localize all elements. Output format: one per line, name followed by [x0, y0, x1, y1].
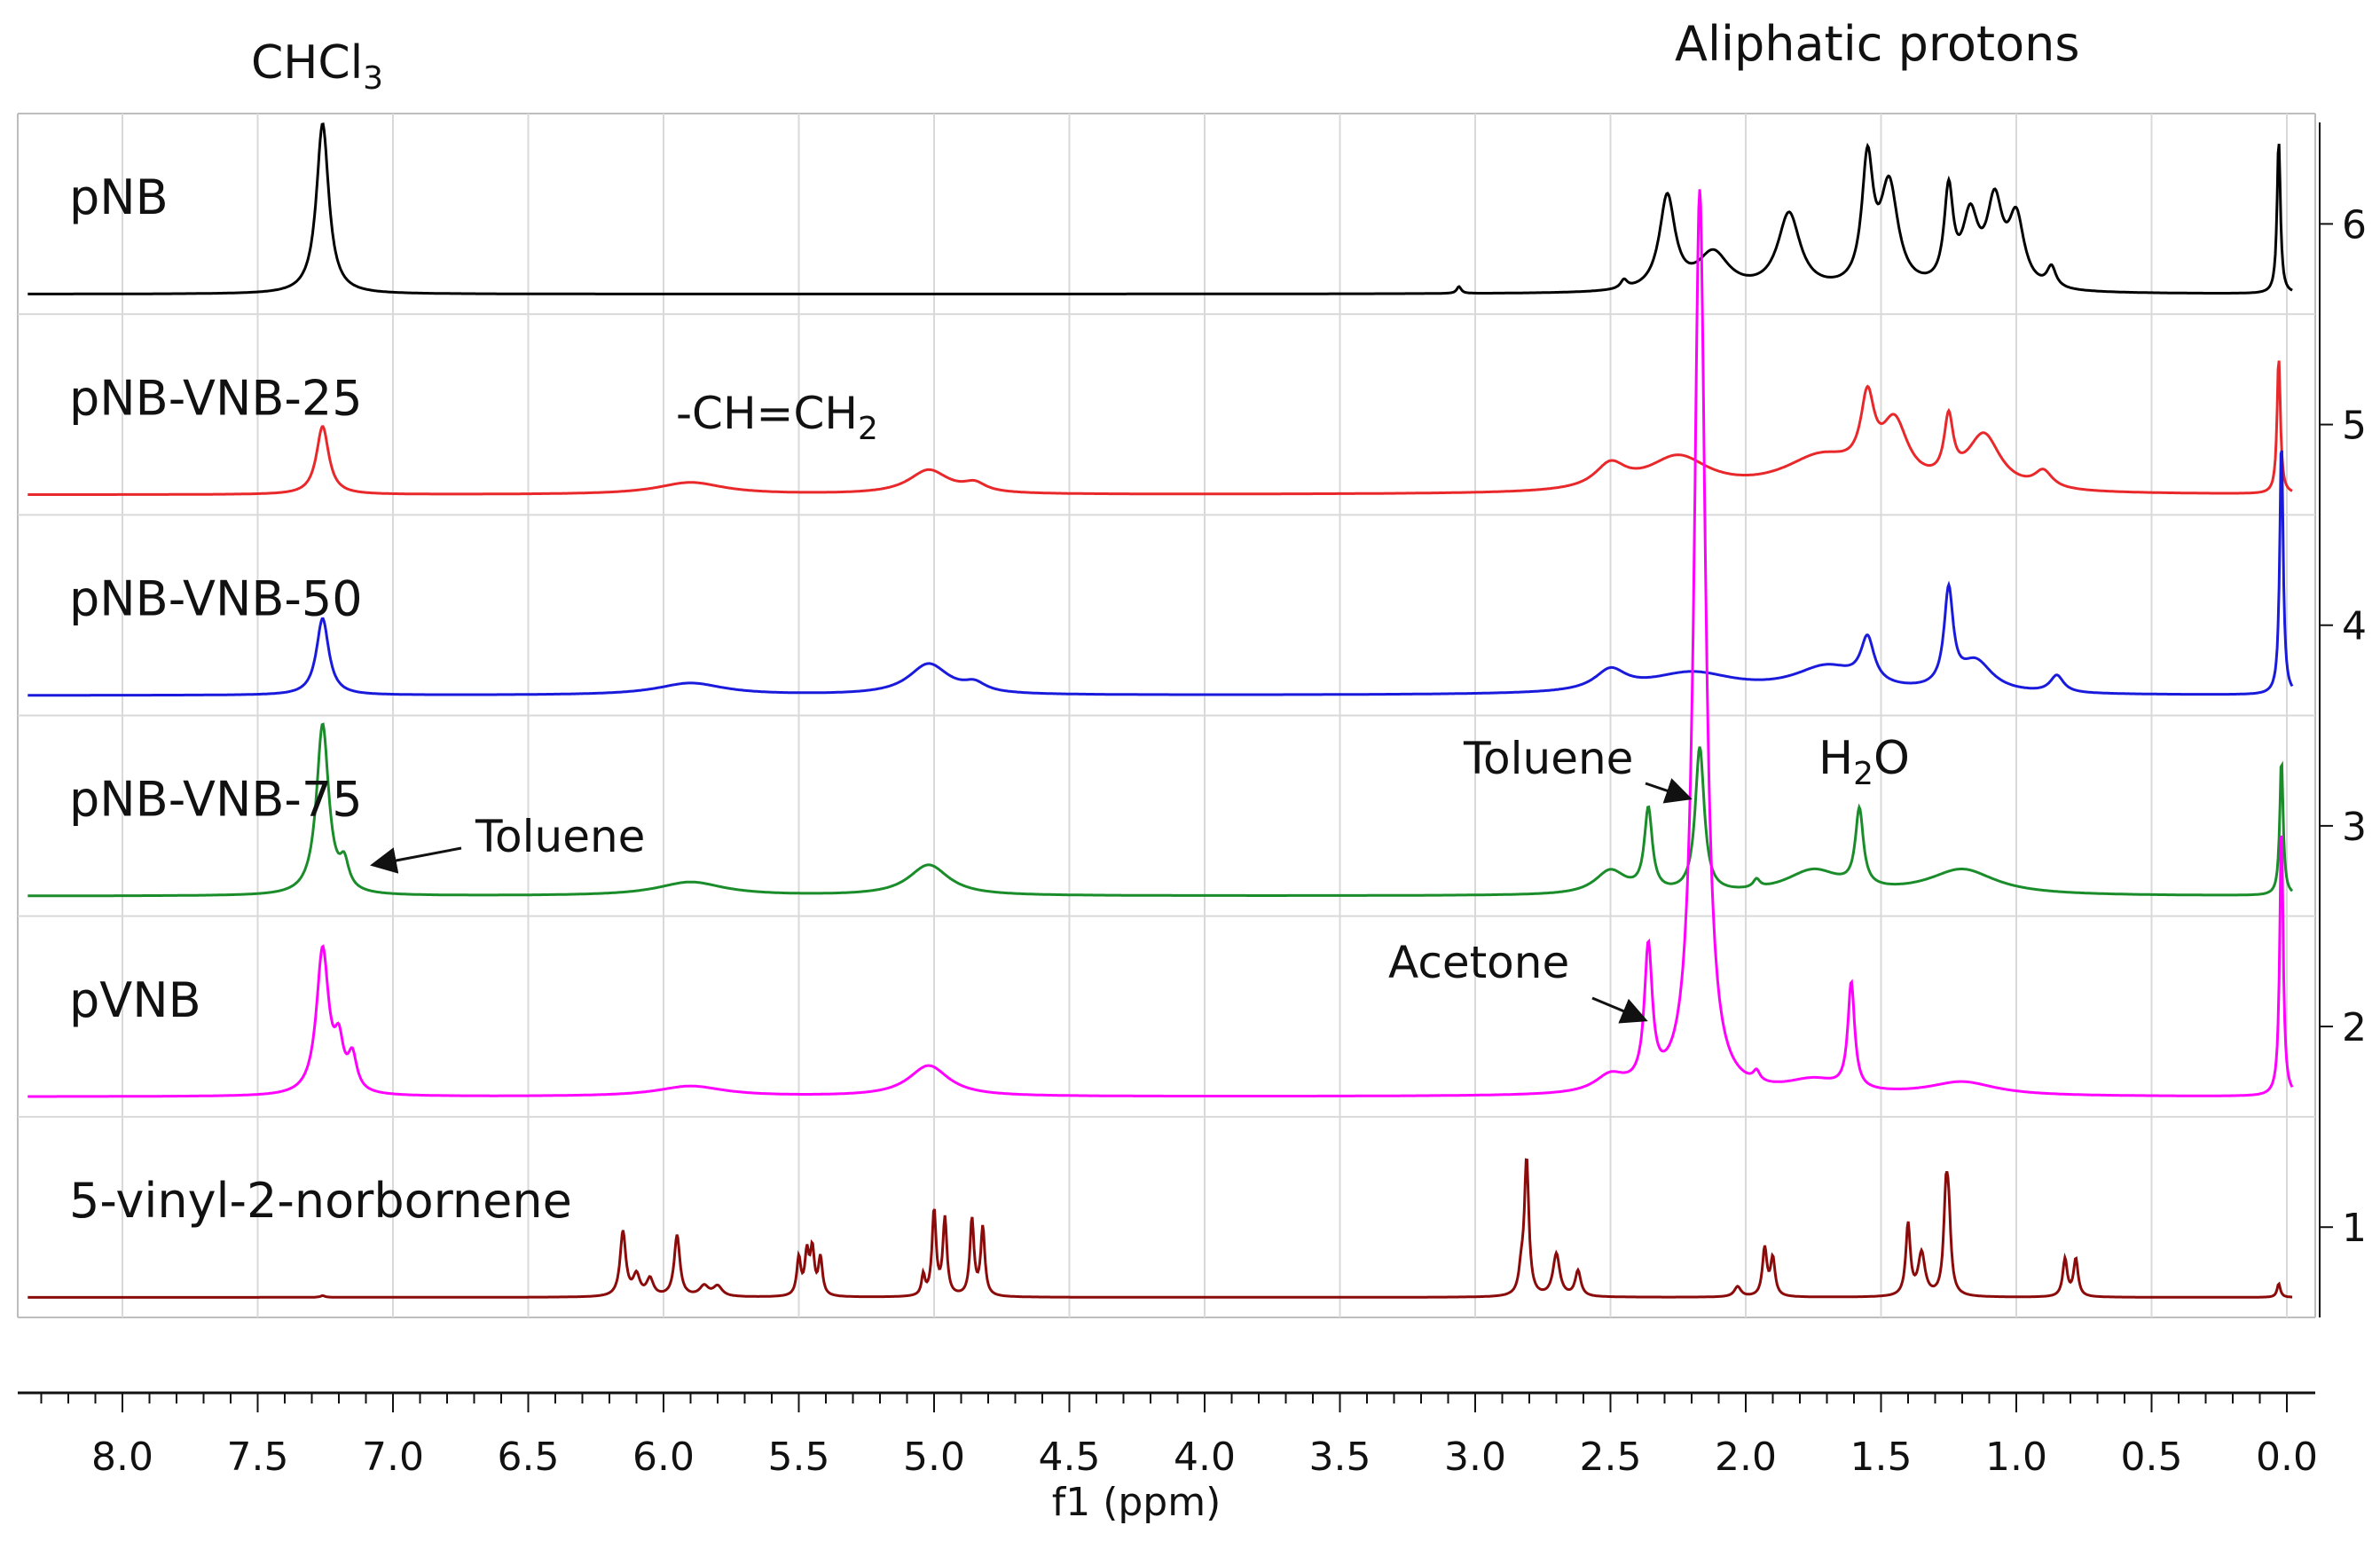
acetone-arrow: [1591, 996, 1648, 1024]
x-tick-label-15: 0.5: [2121, 1435, 2183, 1480]
series-label-3: pNB-VNB-75: [69, 772, 363, 828]
toluene-label-methyl: Toluene: [1463, 733, 1633, 784]
chcl3-label: CHCl3: [251, 36, 383, 97]
x-tick-label-3: 6.5: [498, 1435, 560, 1480]
x-tick-label-10: 3.0: [1444, 1435, 1506, 1480]
trace-pvnb: [27, 189, 2294, 1098]
series-label-5: pNB-VNB-25: [69, 370, 363, 426]
x-tick-label-5: 5.5: [768, 1435, 830, 1480]
series-label-6: pNB: [69, 169, 169, 225]
x-tick-label-8: 4.0: [1174, 1435, 1236, 1480]
x-tick-label-1: 7.5: [227, 1435, 289, 1480]
x-tick-label-6: 5.0: [903, 1435, 965, 1480]
right-tick-label-6: 6: [2342, 202, 2367, 248]
series-label-4: pNB-VNB-50: [69, 570, 363, 626]
right-tick-label-5: 5: [2342, 404, 2367, 449]
trace-pnb-vnb-75: [27, 722, 2294, 898]
trace-pnb-vnb-50: [27, 450, 2294, 697]
x-tick-label-7: 4.5: [1039, 1435, 1101, 1480]
grid-lines: [18, 114, 2315, 1317]
toluene-arrow-aromatic: [370, 846, 462, 874]
x-tick-label-9: 3.5: [1309, 1435, 1371, 1480]
series-labels: pNB pNB-VNB-25 pNB-VNB-50 pNB-VNB-75 pVNB 5-v…: [69, 169, 572, 1229]
acetone-label: Acetone: [1388, 937, 1569, 988]
trace-pnb: [27, 122, 2293, 295]
x-tick-label-12: 2.0: [1715, 1435, 1777, 1480]
vinyl-label: -CH=CH2: [676, 388, 878, 447]
right-tick-label-4: 4: [2342, 604, 2367, 649]
right-tick-label-2: 2: [2342, 1005, 2367, 1050]
x-tick-label-14: 1.0: [1985, 1435, 2047, 1480]
x-tick-label-11: 2.5: [1580, 1435, 1642, 1480]
trace-5-vinyl-2-norbornene: [27, 1158, 2293, 1299]
toluene-label-aromatic: Toluene: [475, 811, 645, 862]
spectra-traces: [27, 122, 2294, 1299]
x-tick-label-0: 8.0: [91, 1435, 153, 1480]
annotations: CHCl3 Aliphatic protons -CH=CH2 Toluene …: [251, 16, 2079, 1024]
x-tick-label-4: 6.0: [632, 1435, 695, 1480]
x-tick-label-16: 0.0: [2256, 1435, 2318, 1480]
x-tick-label-2: 7.0: [362, 1435, 424, 1480]
right-tick-label-1: 1: [2342, 1206, 2367, 1251]
toluene-arrow-methyl: [1645, 778, 1693, 804]
series-label-1: 5-vinyl-2-norbornene: [69, 1173, 572, 1229]
water-label: H2O: [1818, 732, 1910, 792]
series-label-2: pVNB: [69, 972, 201, 1028]
trace-pnb-vnb-25: [27, 360, 2293, 496]
x-axis: 8.0 7.5 7.0 6.5 6.0 5.5 5.0 4.5 4.0 3.5 3.0 2.5 2.0 1…: [18, 1391, 2318, 1480]
right-axis: 1 2 3 4 5 6: [2319, 122, 2367, 1317]
x-axis-label: f1 (ppm): [1052, 1480, 1221, 1525]
x-tick-label-13: 1.5: [1850, 1435, 1913, 1480]
right-tick-label-3: 3: [2342, 805, 2367, 850]
aliphatic-protons-label: Aliphatic protons: [1675, 16, 2079, 72]
